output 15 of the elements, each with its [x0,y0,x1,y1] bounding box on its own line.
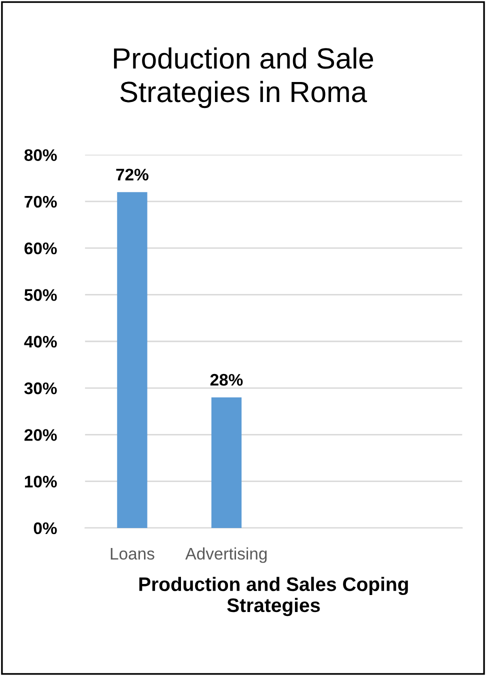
data-label: 28% [210,374,243,386]
y-tick-label: 80% [24,149,57,162]
x-axis-title: Production and Sales Coping Strategies [139,576,408,616]
y-tick-label: 70% [24,196,57,208]
x-tick-label: Loans [110,548,154,560]
y-tick-label: 10% [24,476,57,488]
y-tick-label: 0% [34,522,57,534]
y-tick-label: 20% [24,429,57,441]
y-tick-label: 60% [24,242,57,254]
y-tick-label: 40% [24,336,57,348]
y-tick-label: 30% [24,382,57,394]
y-tick-label: 50% [24,289,57,301]
data-label: 72% [116,168,148,180]
chart-title: Production and Sale Strategies in Roma [114,47,374,108]
x-tick-label: Advertising [185,547,267,563]
